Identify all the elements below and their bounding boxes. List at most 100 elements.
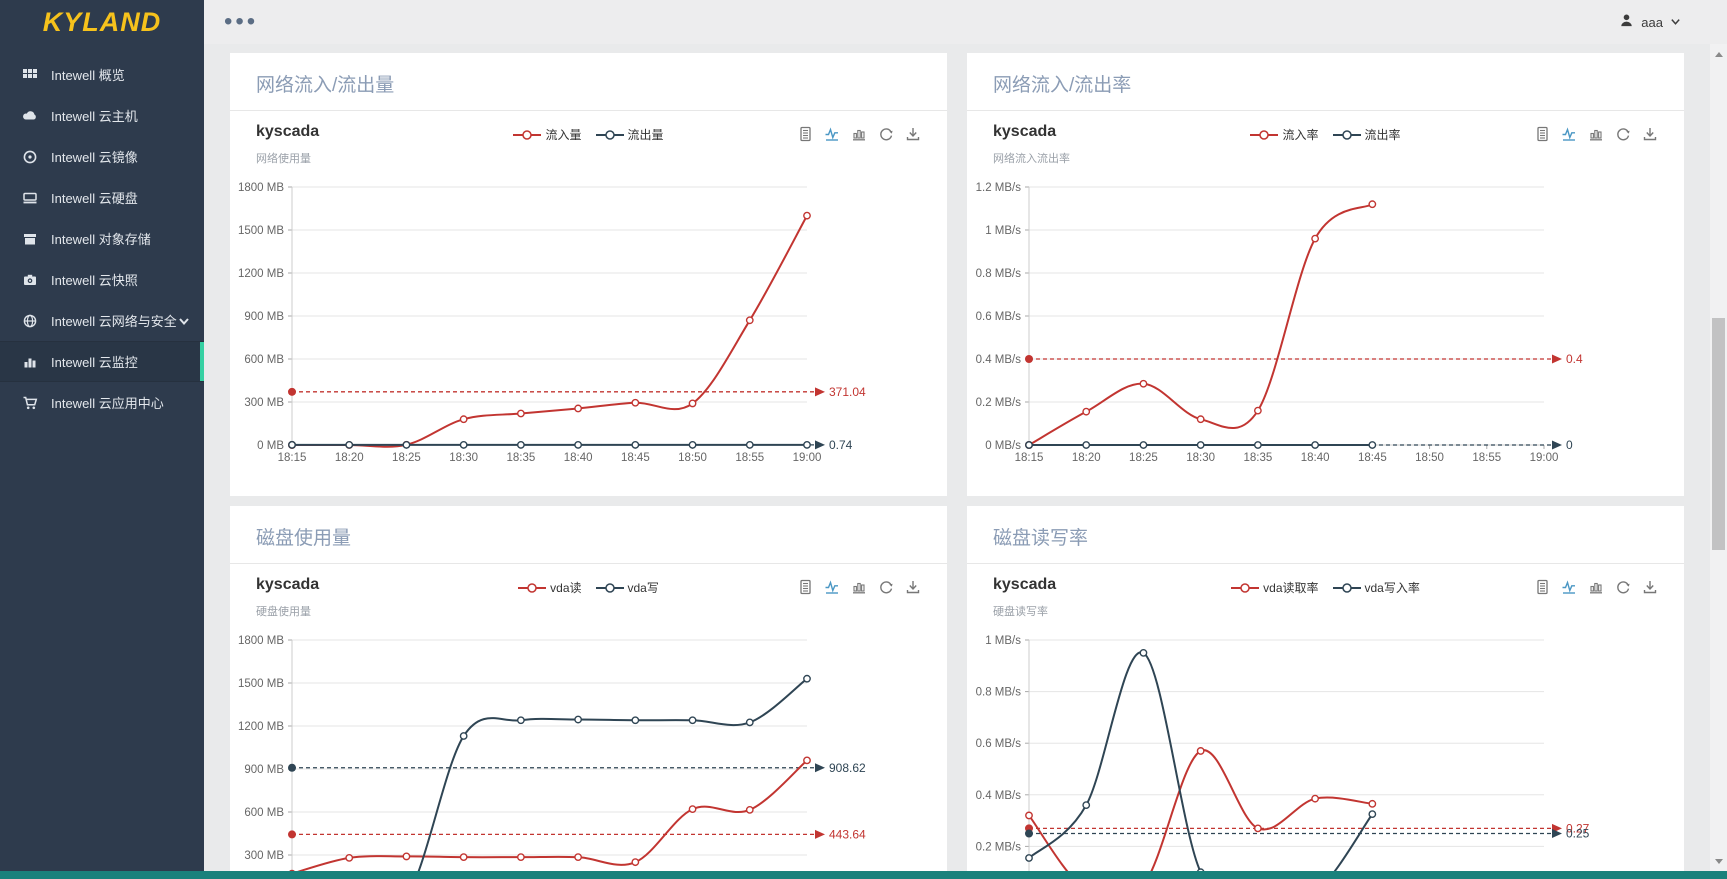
panel-divider bbox=[967, 110, 1684, 111]
svg-text:1.2 MB/s: 1.2 MB/s bbox=[976, 182, 1022, 194]
svg-text:18:55: 18:55 bbox=[735, 452, 764, 464]
user-menu[interactable]: aaa bbox=[1619, 13, 1707, 31]
vertical-scrollbar[interactable] bbox=[1710, 44, 1727, 879]
bar-chart-icon bbox=[22, 353, 39, 370]
data-view-icon[interactable] bbox=[1535, 579, 1550, 595]
sidebar-item-label: Intewell 云快照 bbox=[51, 273, 138, 288]
download-icon[interactable] bbox=[1642, 579, 1658, 595]
chart-panel: 磁盘使用量 kyscada 硬盘使用量 vda读 vda写 bbox=[230, 506, 947, 879]
svg-text:1500 MB: 1500 MB bbox=[238, 678, 284, 690]
scroll-up-icon bbox=[1714, 51, 1723, 57]
brand-logo-text: KYLAND bbox=[42, 6, 162, 37]
svg-text:18:30: 18:30 bbox=[1186, 452, 1215, 464]
data-view-icon[interactable] bbox=[798, 579, 813, 595]
legend-item[interactable]: vda读 bbox=[518, 579, 582, 596]
instance-name: kyscada bbox=[256, 123, 320, 140]
refresh-icon[interactable] bbox=[878, 126, 894, 142]
svg-text:443.64: 443.64 bbox=[829, 827, 866, 841]
sidebar-item-label: Intewell 云主机 bbox=[51, 109, 138, 124]
svg-text:18:20: 18:20 bbox=[1072, 452, 1101, 464]
svg-text:0 MB: 0 MB bbox=[257, 440, 284, 452]
chart-inner-title: 硬盘使用量 bbox=[256, 606, 311, 618]
sidebar-item-cloud-snapshot[interactable]: Intewell 云快照 bbox=[0, 259, 204, 300]
sidebar-item-cloud-host[interactable]: Intewell 云主机 bbox=[0, 95, 204, 136]
svg-text:18:40: 18:40 bbox=[1301, 452, 1330, 464]
instance-name: kyscada bbox=[256, 576, 320, 593]
svg-text:1500 MB: 1500 MB bbox=[238, 225, 284, 237]
svg-text:0.6 MB/s: 0.6 MB/s bbox=[976, 311, 1022, 323]
sidebar-item-network-security[interactable]: Intewell 云网络与安全 bbox=[0, 300, 204, 341]
svg-text:1200 MB: 1200 MB bbox=[238, 268, 284, 280]
chart-area: 0 MB/s0.2 MB/s0.4 MB/s0.6 MB/s0.8 MB/s1 … bbox=[967, 628, 1684, 879]
chart-canvas: 0 MB 300 MB 600 MB 900 MB 1200 MB 1500 MB 1800… bbox=[238, 182, 866, 464]
svg-text:908.62: 908.62 bbox=[829, 761, 866, 775]
svg-text:600 MB: 600 MB bbox=[244, 807, 284, 819]
download-icon[interactable] bbox=[1642, 126, 1658, 142]
svg-text:18:45: 18:45 bbox=[621, 452, 650, 464]
panel-divider bbox=[230, 563, 947, 564]
bar-chart-icon[interactable] bbox=[1588, 126, 1604, 142]
bar-chart-icon[interactable] bbox=[851, 126, 867, 142]
sidebar-item-cloud-disk[interactable]: Intewell 云硬盘 bbox=[0, 177, 204, 218]
scrollbar-thumb[interactable] bbox=[1712, 318, 1725, 550]
sidebar-item-object-storage[interactable]: Intewell 对象存储 bbox=[0, 218, 204, 259]
chart-header: kyscada 网络使用量 流入量 流出量 bbox=[230, 111, 947, 173]
scroll-down-icon bbox=[1714, 858, 1723, 864]
refresh-icon[interactable] bbox=[1615, 126, 1631, 142]
menu-dots-button[interactable]: ••• bbox=[224, 8, 259, 35]
bar-chart-icon[interactable] bbox=[1588, 579, 1604, 595]
line-chart-icon[interactable] bbox=[824, 579, 840, 595]
svg-text:18:45: 18:45 bbox=[1358, 452, 1387, 464]
legend-item[interactable]: 流出量 bbox=[595, 126, 664, 143]
chart-inner-title: 硬盘读写率 bbox=[993, 606, 1048, 618]
chart-header: kyscada 硬盘读写率 vda读取率 vda写入率 bbox=[967, 564, 1684, 626]
chart-header: kyscada 网络流入流出率 流入率 流出率 bbox=[967, 111, 1684, 173]
chart-canvas: 0 MB/s0.2 MB/s0.4 MB/s0.6 MB/s0.8 MB/s1 … bbox=[976, 635, 1590, 879]
bar-chart-icon[interactable] bbox=[851, 579, 867, 595]
instance-name: kyscada bbox=[993, 576, 1057, 593]
svg-text:18:25: 18:25 bbox=[1129, 452, 1158, 464]
refresh-icon[interactable] bbox=[878, 579, 894, 595]
svg-text:0.74: 0.74 bbox=[829, 438, 853, 452]
sidebar-item-cloud-image[interactable]: Intewell 云镜像 bbox=[0, 136, 204, 177]
data-view-icon[interactable] bbox=[1535, 126, 1550, 142]
scroll-down-button[interactable] bbox=[1710, 853, 1727, 869]
chart-toolbar bbox=[798, 576, 921, 595]
legend-marker-icon bbox=[595, 129, 624, 140]
line-chart-icon[interactable] bbox=[824, 126, 840, 142]
chart-canvas: 0 MB/s0.2 MB/s0.4 MB/s0.6 MB/s0.8 MB/s1 … bbox=[976, 182, 1583, 464]
legend-item[interactable]: vda读取率 bbox=[1231, 579, 1319, 596]
disc-icon bbox=[22, 148, 39, 165]
legend-item[interactable]: 流入量 bbox=[513, 126, 582, 143]
legend-item[interactable]: 流出率 bbox=[1332, 126, 1401, 143]
legend-marker-icon bbox=[1332, 582, 1361, 593]
sidebar-item-cloud-monitor[interactable]: Intewell 云监控 bbox=[0, 341, 204, 382]
sidebar: KYLAND Intewell 概览 Intewell 云主机 Intewell bbox=[0, 0, 204, 879]
chevron-down-icon bbox=[178, 315, 190, 327]
line-chart-icon[interactable] bbox=[1561, 126, 1577, 142]
panel-title: 网络流入/流出率 bbox=[993, 75, 1132, 96]
svg-text:0.4 MB/s: 0.4 MB/s bbox=[976, 790, 1022, 802]
svg-text:18:55: 18:55 bbox=[1472, 452, 1501, 464]
panel-title: 磁盘读写率 bbox=[993, 528, 1089, 549]
legend-item[interactable]: 流入率 bbox=[1250, 126, 1319, 143]
legend-item[interactable]: vda写 bbox=[595, 579, 659, 596]
harddisk-icon bbox=[22, 189, 39, 206]
line-chart-icon[interactable] bbox=[1561, 579, 1577, 595]
panel-title: 网络流入/流出量 bbox=[256, 75, 395, 96]
refresh-icon[interactable] bbox=[1615, 579, 1631, 595]
download-icon[interactable] bbox=[905, 579, 921, 595]
scroll-up-button[interactable] bbox=[1710, 46, 1727, 62]
legend-item[interactable]: vda写入率 bbox=[1332, 579, 1420, 596]
sidebar-item-overview[interactable]: Intewell 概览 bbox=[0, 54, 204, 95]
panel-divider bbox=[230, 110, 947, 111]
download-icon[interactable] bbox=[905, 126, 921, 142]
sidebar-item-label: Intewell 云硬盘 bbox=[51, 191, 138, 206]
svg-text:18:25: 18:25 bbox=[392, 452, 421, 464]
svg-text:19:00: 19:00 bbox=[793, 452, 822, 464]
data-view-icon[interactable] bbox=[798, 126, 813, 142]
legend-marker-icon bbox=[1250, 129, 1279, 140]
sidebar-item-app-center[interactable]: Intewell 云应用中心 bbox=[0, 382, 204, 423]
svg-text:19:00: 19:00 bbox=[1530, 452, 1559, 464]
sidebar-item-label: Intewell 云应用中心 bbox=[51, 396, 164, 411]
